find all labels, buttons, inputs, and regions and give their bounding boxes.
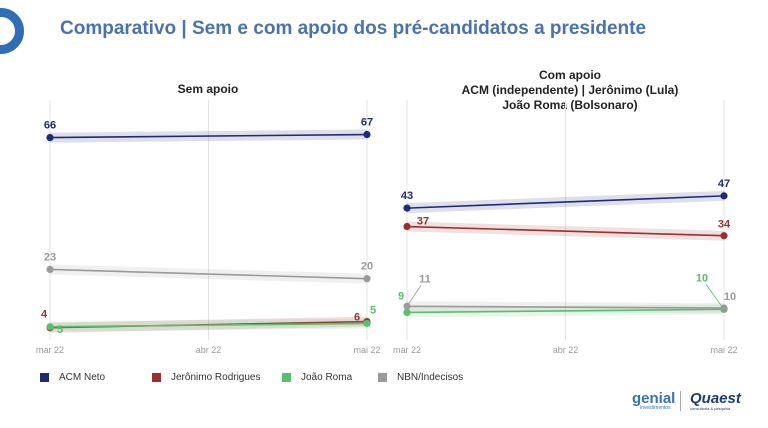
quaest-logo: Quaest	[690, 390, 741, 407]
legend-item: ACM Neto	[40, 372, 152, 383]
data-point	[46, 323, 54, 331]
genial-logo-sub: investimentos	[640, 405, 671, 411]
label-leader	[406, 285, 422, 307]
data-label: 4	[41, 309, 48, 321]
label-leader	[705, 284, 725, 310]
data-point	[363, 275, 371, 283]
x-tick-label: mar 22	[393, 345, 421, 355]
genial-logo: genial	[632, 390, 676, 407]
panel-title-com-apoio: Com apoio ACM (independente) | Jerônimo …	[440, 68, 700, 113]
data-point	[403, 308, 411, 316]
series-line	[406, 195, 725, 209]
data-label: 67	[361, 117, 373, 129]
series-line	[406, 308, 725, 314]
data-label: 5	[370, 304, 376, 316]
data-point	[363, 130, 371, 139]
data-label: 10	[724, 291, 736, 303]
data-point	[403, 222, 411, 231]
brand-divider	[680, 391, 681, 411]
data-label: 34	[718, 219, 731, 231]
panel-title-line: Com apoio	[539, 68, 601, 82]
data-label: 6	[354, 312, 360, 324]
legend-swatch	[378, 373, 387, 382]
data-label: 20	[361, 261, 373, 273]
legend-label: NBN/Indecisos	[397, 372, 464, 383]
series-line	[49, 322, 368, 328]
panel-title-line: ACM (independente) | Jerônimo (Lula)	[461, 83, 679, 97]
data-label: 10	[696, 272, 708, 284]
legend-item: João Roma	[282, 372, 378, 383]
legend-item: Jerônimo Rodrigues	[152, 372, 282, 383]
legend-label: ACM Neto	[59, 372, 106, 383]
series-line	[49, 268, 368, 280]
data-label: 43	[401, 190, 413, 202]
data-label: 37	[417, 216, 429, 228]
x-tick-label: mai 22	[353, 345, 380, 355]
data-point	[46, 134, 54, 142]
data-point	[46, 265, 54, 274]
data-label: 23	[44, 251, 56, 263]
data-label: 47	[718, 178, 730, 190]
data-point	[363, 319, 371, 328]
series-line	[406, 225, 725, 237]
data-label: 9	[398, 290, 404, 302]
legend-item: NBN/Indecisos	[378, 372, 490, 383]
data-point	[720, 304, 728, 312]
panel-title-sem-apoio: Sem apoio	[177, 82, 239, 96]
legend-label: Jerônimo Rodrigues	[171, 372, 261, 383]
data-label: 5	[57, 324, 63, 336]
x-tick-label: mai 22	[710, 345, 737, 355]
corner-logo-icon	[0, 8, 24, 54]
data-point	[720, 232, 728, 240]
legend-swatch	[282, 373, 291, 382]
legend-swatch	[40, 373, 49, 382]
series-line	[406, 305, 725, 309]
x-tick-label: abr 22	[553, 345, 579, 355]
series-line	[49, 133, 368, 139]
x-tick-label: abr 22	[196, 345, 222, 355]
x-tick-label: mar 22	[36, 345, 64, 355]
data-label: 11	[419, 273, 431, 285]
panel-title-line: João Roma (Bolsonaro)	[502, 98, 638, 112]
quaest-logo-sub: consultoria & pesquisa	[690, 406, 731, 411]
data-point	[720, 192, 728, 200]
legend-label: João Roma	[301, 372, 353, 383]
legend-swatch	[152, 373, 161, 382]
data-point	[403, 204, 411, 212]
data-label: 66	[44, 120, 56, 132]
page-title: Comparativo | Sem e com apoio dos pré-ca…	[60, 18, 647, 39]
legend: ACM Neto Jerônimo Rodrigues João Roma NB…	[40, 372, 490, 383]
